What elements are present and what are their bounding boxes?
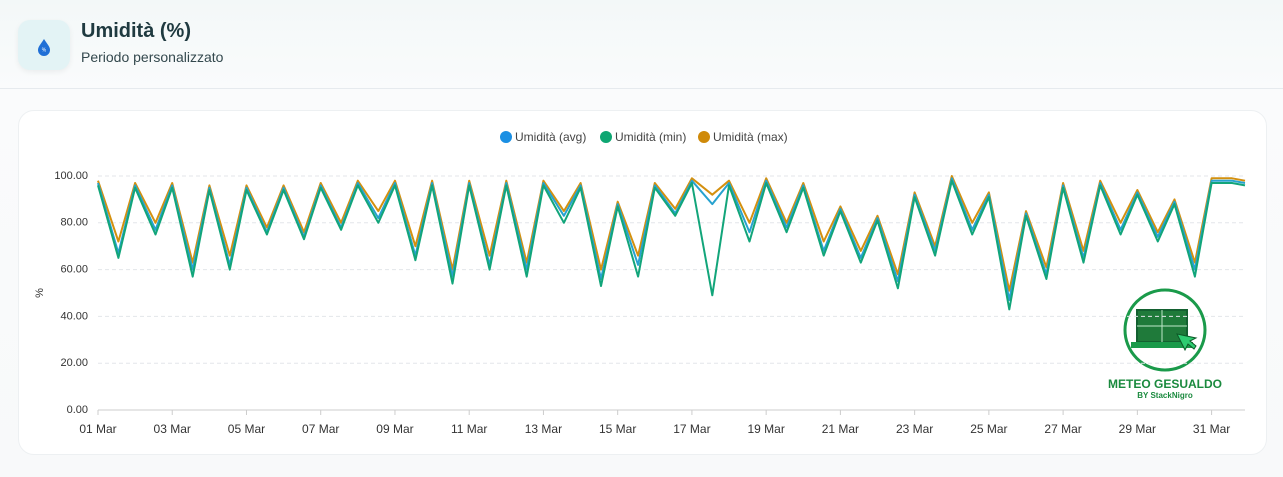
x-tick-label: 19 Mar xyxy=(747,422,784,436)
x-tick-label: 17 Mar xyxy=(673,422,710,436)
y-tick-label: 100.00 xyxy=(54,170,88,182)
drop-icon: % xyxy=(38,39,50,56)
x-tick-label: 21 Mar xyxy=(822,422,859,436)
subtitle: Periodo personalizzato xyxy=(81,49,224,65)
x-tick-label: 15 Mar xyxy=(599,422,636,436)
y-axis-label: % xyxy=(34,288,46,298)
logo xyxy=(1123,288,1207,372)
y-tick-label: 20.00 xyxy=(60,357,88,369)
x-tick-label: 03 Mar xyxy=(154,422,191,436)
x-tick-label: 07 Mar xyxy=(302,422,339,436)
watermark-title: METEO GESUALDO xyxy=(1108,377,1222,391)
x-tick-label: 29 Mar xyxy=(1119,422,1156,436)
series-line xyxy=(97,179,1246,311)
legend-label: Umidità (min) xyxy=(615,130,686,144)
x-tick-label: 13 Mar xyxy=(525,422,562,436)
series-line xyxy=(97,175,1246,292)
y-tick-label: 40.00 xyxy=(60,310,88,322)
legend-marker xyxy=(600,131,612,143)
x-tick-label: 01 Mar xyxy=(79,422,116,436)
x-tick-label: 11 Mar xyxy=(451,422,487,436)
legend-marker xyxy=(698,131,710,143)
legend-label: Umidità (max) xyxy=(713,130,788,144)
legend-label: Umidità (avg) xyxy=(515,130,586,144)
chart-card xyxy=(18,110,1267,455)
watermark-subtitle: BY StackNigro xyxy=(1137,391,1193,400)
y-tick-label: 80.00 xyxy=(60,217,88,229)
y-tick-label: 60.00 xyxy=(60,264,88,276)
svg-text:%: % xyxy=(42,47,47,53)
x-tick-label: 25 Mar xyxy=(970,422,1007,436)
series-line xyxy=(97,177,1246,301)
x-tick-label: 27 Mar xyxy=(1044,422,1081,436)
x-tick-label: 23 Mar xyxy=(896,422,933,436)
title: Umidità (%) xyxy=(81,20,191,42)
humidity-icon: % xyxy=(18,20,70,70)
x-tick-label: 09 Mar xyxy=(376,422,413,436)
x-tick-label: 31 Mar xyxy=(1193,422,1230,436)
legend-marker xyxy=(500,131,512,143)
x-tick-label: 05 Mar xyxy=(228,422,265,436)
y-tick-label: 0.00 xyxy=(67,404,88,416)
header: % Umidità (%) Periodo personalizzato xyxy=(0,0,1283,89)
